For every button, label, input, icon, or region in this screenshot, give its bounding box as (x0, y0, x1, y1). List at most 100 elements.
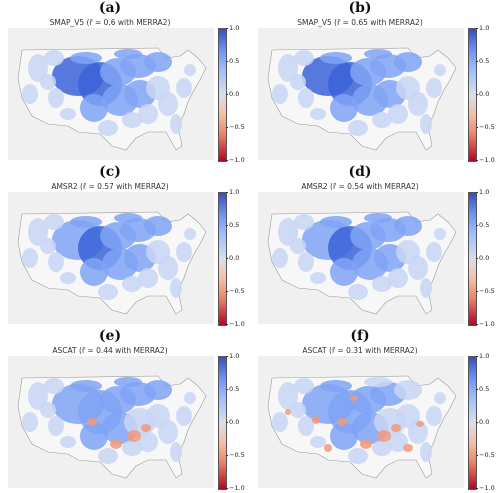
correlation-cell (372, 276, 392, 292)
colorbar-tickmark (226, 324, 228, 325)
correlation-cell (272, 248, 288, 268)
colorbar-tick-label: −0.5 (479, 122, 495, 131)
correlation-cell (44, 214, 64, 230)
panel-title: AMSR2 (r̄ = 0.54 with MERRA2) (301, 182, 419, 191)
colorbar-tickmark (476, 61, 478, 62)
colorbar-tickmark (226, 455, 228, 456)
correlation-cell (388, 268, 408, 288)
colorbar (218, 356, 227, 490)
colorbar-tick-label: 0.0 (479, 253, 490, 262)
correlation-cell (48, 416, 64, 436)
panel-letter: (e) (98, 328, 122, 344)
correlation-cell (80, 422, 108, 450)
correlation-cell (70, 216, 102, 228)
correlation-cell (170, 442, 182, 462)
colorbar-tick-label: −0.5 (229, 122, 245, 131)
colorbar-tick-label: −0.5 (229, 286, 245, 295)
correlation-cell (98, 120, 118, 136)
colorbar-tickmark (226, 94, 228, 95)
correlation-cell (184, 392, 196, 404)
colorbar-tickmark (476, 291, 478, 292)
correlation-cell (290, 74, 306, 90)
correlation-cell (138, 432, 158, 452)
correlation-cell (144, 380, 172, 400)
colorbar-tickmark (476, 356, 478, 357)
colorbar (468, 28, 477, 162)
correlation-cell (290, 238, 306, 254)
panel-letter: (f) (350, 328, 370, 344)
map-panel: (e) ASCAT (r̄ = 0.44 with MERRA2) 1.0 0.5 0.… (0, 328, 250, 492)
correlation-cell (310, 108, 326, 120)
correlation-cell (298, 252, 314, 272)
map-svg (17, 47, 207, 151)
panel-title: SMAP_V5 (r̄ = 0.65 with MERRA2) (297, 18, 423, 27)
correlation-cell (170, 114, 182, 134)
correlation-cell (28, 382, 48, 410)
colorbar (218, 28, 227, 162)
correlation-cell (70, 380, 102, 392)
colorbar-tick-label: 0.0 (229, 417, 240, 426)
correlation-cell (40, 402, 56, 418)
correlation-cell (40, 74, 56, 90)
correlation-cell (310, 272, 326, 284)
panel-title: ASCAT (r̄ = 0.44 with MERRA2) (52, 346, 168, 355)
correlation-cell (298, 88, 314, 108)
panel-letter: (b) (348, 0, 372, 16)
correlation-cell (138, 104, 158, 124)
correlation-cell (330, 422, 358, 450)
map-panel: (c) AMSR2 (r̄ = 0.57 with MERRA2) 1.0 0.5 0.… (0, 164, 250, 328)
correlation-cell (176, 242, 192, 262)
correlation-cell (278, 382, 298, 410)
correlation-cell (40, 238, 56, 254)
colorbar-tick-label: 1.0 (479, 23, 490, 32)
panel-title: AMSR2 (r̄ = 0.57 with MERRA2) (51, 182, 169, 191)
negative-correlation-cell (416, 421, 424, 427)
correlation-cell (48, 88, 64, 108)
negative-correlation-cell (360, 439, 372, 449)
colorbar-tick-label: 0.5 (229, 220, 240, 229)
colorbar-tickmark (226, 389, 228, 390)
correlation-cell (44, 378, 64, 394)
correlation-cell (434, 228, 446, 240)
colorbar-tickmark (476, 422, 478, 423)
colorbar (468, 192, 477, 326)
correlation-cell (114, 213, 142, 223)
panel-title: ASCAT (r̄ = 0.31 with MERRA2) (302, 346, 418, 355)
colorbar-tickmark (226, 127, 228, 128)
correlation-cell (122, 112, 142, 128)
colorbar-tickmark (226, 225, 228, 226)
colorbar-tickmark (476, 455, 478, 456)
colorbar-tick-label: −1.0 (229, 155, 245, 164)
colorbar-tick-label: −0.5 (479, 450, 495, 459)
colorbar-tick-label: 0.5 (229, 384, 240, 393)
colorbar-tick-label: 0.0 (479, 417, 490, 426)
correlation-cell (330, 258, 358, 286)
map-svg (267, 47, 457, 151)
correlation-cell (138, 268, 158, 288)
panel-letter: (c) (99, 164, 121, 180)
correlation-cell (310, 436, 326, 448)
colorbar (468, 356, 477, 490)
colorbar-tickmark (226, 28, 228, 29)
map-panel: (f) ASCAT (r̄ = 0.31 with MERRA2) 1.0 0.5 0.… (250, 328, 500, 492)
map-area (8, 356, 214, 488)
correlation-cell (22, 84, 38, 104)
colorbar-tickmark (476, 225, 478, 226)
correlation-cell (364, 49, 392, 59)
correlation-cell (22, 412, 38, 432)
correlation-cell (98, 284, 118, 300)
colorbar-tick-label: 0.0 (229, 89, 240, 98)
correlation-cell (158, 420, 178, 444)
correlation-cell (48, 252, 64, 272)
correlation-cell (184, 64, 196, 76)
correlation-cell (394, 216, 422, 236)
colorbar-tickmark (226, 192, 228, 193)
negative-correlation-cell (127, 430, 141, 442)
correlation-cell (170, 278, 182, 298)
correlation-cell (364, 213, 392, 223)
panel-letter: (a) (98, 0, 122, 16)
map-area (258, 192, 464, 324)
correlation-cell (372, 112, 392, 128)
colorbar-tick-label: 1.0 (229, 187, 240, 196)
negative-correlation-cell (377, 430, 391, 442)
